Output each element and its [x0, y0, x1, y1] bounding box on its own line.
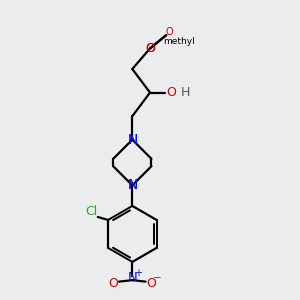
Text: O: O — [145, 42, 155, 55]
Text: N: N — [127, 133, 137, 147]
Text: N: N — [128, 271, 137, 284]
Text: O: O — [108, 277, 118, 290]
Text: O: O — [146, 277, 156, 290]
Text: O: O — [166, 86, 176, 99]
Text: +: + — [134, 268, 142, 278]
Text: O: O — [145, 42, 155, 55]
Text: O: O — [165, 27, 173, 37]
Text: Cl: Cl — [85, 205, 97, 218]
Text: methyl: methyl — [163, 37, 195, 46]
Text: H: H — [181, 86, 190, 99]
Text: −: − — [152, 273, 161, 283]
Text: N: N — [127, 178, 137, 192]
Text: N: N — [127, 133, 137, 147]
Text: N: N — [127, 178, 137, 192]
